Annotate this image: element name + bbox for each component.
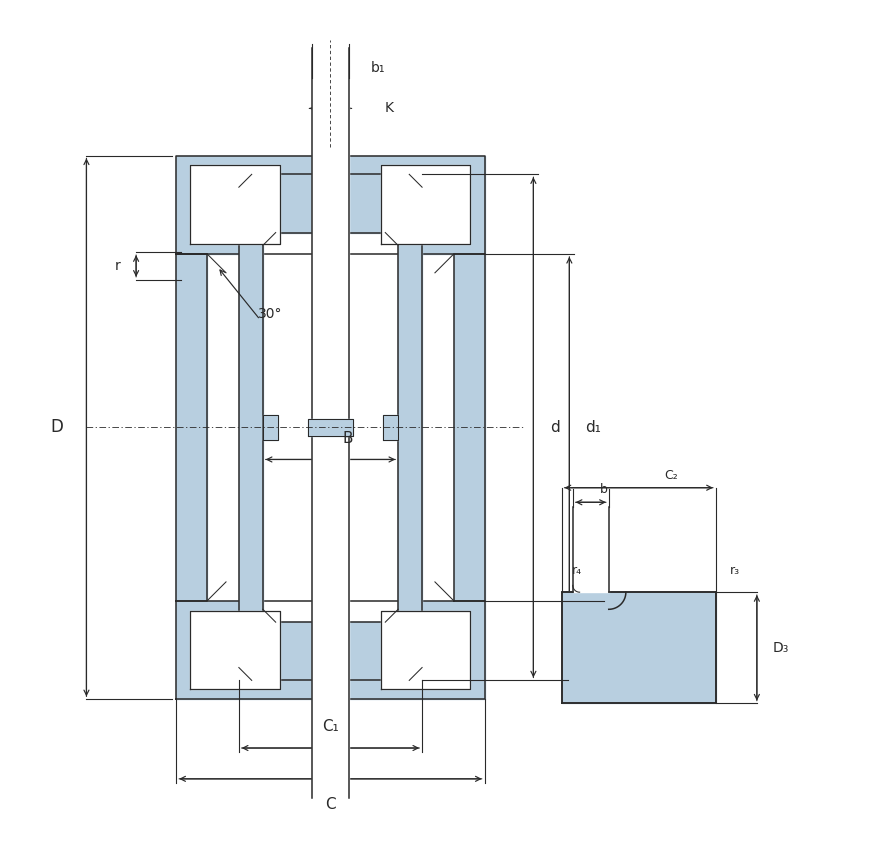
Polygon shape [239, 622, 422, 680]
Polygon shape [454, 254, 485, 600]
Text: d₁: d₁ [585, 420, 601, 435]
Text: D: D [50, 418, 63, 436]
Text: 30°: 30° [258, 307, 283, 321]
Polygon shape [382, 611, 471, 690]
Polygon shape [207, 254, 454, 600]
Polygon shape [239, 174, 422, 233]
Polygon shape [573, 507, 609, 592]
Polygon shape [191, 165, 279, 244]
Text: r₃: r₃ [730, 564, 739, 577]
Polygon shape [308, 419, 353, 436]
Polygon shape [382, 165, 471, 244]
Polygon shape [239, 233, 262, 622]
Text: b₁: b₁ [370, 61, 385, 76]
Text: C₂: C₂ [664, 469, 678, 482]
Polygon shape [398, 233, 422, 622]
Text: C: C [326, 797, 336, 812]
Polygon shape [312, 48, 349, 798]
Polygon shape [262, 233, 398, 622]
Text: B: B [342, 430, 353, 446]
Text: d: d [550, 420, 560, 435]
Text: r: r [115, 259, 120, 273]
Polygon shape [177, 254, 207, 600]
Polygon shape [262, 415, 278, 440]
Polygon shape [191, 611, 279, 690]
Text: C₁: C₁ [322, 719, 339, 734]
Polygon shape [177, 155, 485, 254]
Polygon shape [562, 592, 716, 704]
Polygon shape [382, 415, 398, 440]
Text: K: K [384, 101, 393, 115]
Text: D₃: D₃ [773, 641, 789, 655]
Text: r₄: r₄ [572, 564, 582, 577]
Polygon shape [177, 600, 485, 699]
Text: b: b [599, 483, 607, 496]
